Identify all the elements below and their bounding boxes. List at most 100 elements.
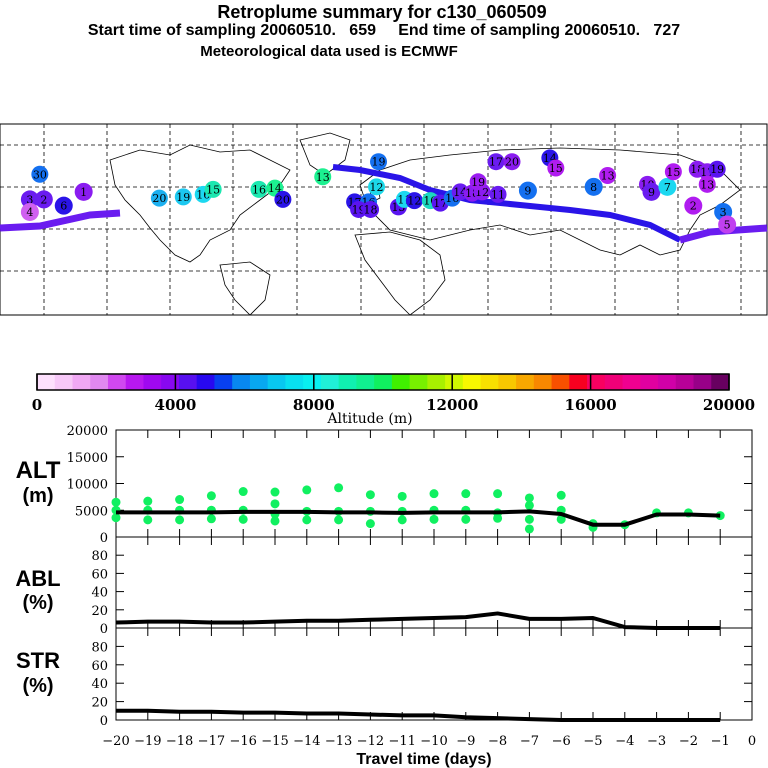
x-tick-label: −13 <box>325 734 352 749</box>
cluster-circle <box>487 153 505 171</box>
cluster-circle <box>518 181 537 200</box>
x-tick-label: −19 <box>134 734 161 749</box>
y-tick-label: 80 <box>91 549 108 564</box>
cluster-circle <box>31 165 49 183</box>
cluster-circle <box>684 196 703 215</box>
str-label: STR <box>16 648 60 673</box>
colorbar-swatch <box>161 374 180 390</box>
trajectory-line <box>332 164 682 243</box>
cluster-circle <box>405 192 423 210</box>
cluster-circle <box>642 182 661 201</box>
altitude-scatter-point <box>143 515 153 525</box>
y-tick-label: 80 <box>91 640 108 655</box>
colorbar-swatch <box>214 374 233 390</box>
altitude-scatter-point <box>111 513 121 523</box>
colorbar-swatch <box>232 374 251 390</box>
cluster-circle <box>20 202 39 221</box>
coastline <box>219 261 271 316</box>
abl-unit: (%) <box>22 592 53 614</box>
coastline <box>354 231 446 316</box>
altitude-scatter-point <box>397 491 407 501</box>
x-tick-label: −10 <box>420 734 447 749</box>
cluster-label: 8 <box>590 181 597 194</box>
altitude-scatter-point <box>556 514 566 524</box>
x-tick-label: 0 <box>748 734 756 749</box>
colorbar-tick-label: 8000 <box>293 396 335 414</box>
colorbar-swatch <box>693 374 712 390</box>
cluster-label: 12 <box>407 195 421 208</box>
x-tick-label: −8 <box>488 734 507 749</box>
abl-label: ABL <box>15 566 60 591</box>
colorbar-swatch <box>338 374 357 390</box>
y-tick-label: 15000 <box>67 451 108 466</box>
cluster-circle <box>664 163 682 181</box>
colorbar-swatch <box>303 374 322 390</box>
y-tick-label: 40 <box>91 586 108 601</box>
cluster-label: 4 <box>26 206 33 219</box>
cluster-circle <box>370 153 388 171</box>
cluster-label: 2 <box>690 200 697 213</box>
altitude-scatter-point <box>429 514 439 524</box>
x-tick-label: −6 <box>552 734 571 749</box>
colorbar-swatch <box>640 374 659 390</box>
cluster-circle <box>274 190 292 208</box>
colorbar-swatch <box>551 374 570 390</box>
trajectory-line-east <box>679 224 768 244</box>
altitude-scatter-point <box>524 500 534 510</box>
colorbar-swatch <box>569 374 588 390</box>
chart-title: Retroplume summary for c130_060509 <box>217 2 547 22</box>
altitude-scatter-point <box>206 514 216 524</box>
cluster-circle <box>34 190 53 209</box>
cluster-label: 19 <box>471 176 485 189</box>
cluster-circle <box>368 178 386 196</box>
str-line <box>116 708 721 722</box>
y-tick-label: 5000 <box>75 504 108 519</box>
colorbar-swatch <box>498 374 517 390</box>
cluster-label: 9 <box>524 185 531 198</box>
colorbar-swatch <box>409 374 428 390</box>
x-tick-label: −1 <box>711 734 730 749</box>
cluster-circle <box>150 189 168 207</box>
x-tick-label: −18 <box>166 734 193 749</box>
cluster-label: 30 <box>33 168 47 181</box>
altitude-scatter-point <box>238 487 248 497</box>
altitude-scatter-point <box>365 490 375 500</box>
colorbar-swatch <box>285 374 304 390</box>
cluster-circle <box>658 177 677 196</box>
colorbar-tick-label: 16000 <box>565 396 617 414</box>
x-tick-label: −5 <box>583 734 602 749</box>
x-tick-label: −17 <box>198 734 225 749</box>
y-tick-label: 0 <box>100 531 108 546</box>
colorbar-swatch <box>480 374 499 390</box>
cluster-label: 9 <box>648 186 655 199</box>
cluster-label: 20 <box>505 156 519 169</box>
altitude-scatter-point <box>175 495 185 505</box>
y-tick-label: 0 <box>100 622 108 637</box>
cluster-label: 3 <box>720 206 727 219</box>
cluster-label: 20 <box>276 193 290 206</box>
cluster-label: 15 <box>666 166 680 179</box>
cluster-label: 11 <box>491 188 505 201</box>
altitude-scatter-point <box>334 483 344 493</box>
altitude-scatter-point <box>302 515 312 525</box>
colorbar-swatch <box>445 374 464 390</box>
colorbar-tick-label: 20000 <box>703 396 755 414</box>
cluster-label: 1 <box>80 186 87 199</box>
x-tick-label: −14 <box>293 734 320 749</box>
x-tick-label: −15 <box>261 734 288 749</box>
cluster-label: 13 <box>700 178 714 191</box>
colorbar-swatch <box>54 374 73 390</box>
colorbar-swatch <box>72 374 91 390</box>
altitude-scatter-point <box>238 514 248 524</box>
altitude-scatter-point <box>493 489 503 499</box>
altitude-scatter-point <box>206 491 216 501</box>
altitude-scatter-point <box>143 496 153 506</box>
cluster-label: 12 <box>370 181 384 194</box>
altitude-scatter-point <box>461 514 471 524</box>
cluster-circle <box>547 159 565 177</box>
colorbar-swatch <box>249 374 269 390</box>
cluster-circle <box>503 153 521 171</box>
cluster-circle <box>718 215 737 234</box>
cluster-label: 14 <box>453 186 467 199</box>
